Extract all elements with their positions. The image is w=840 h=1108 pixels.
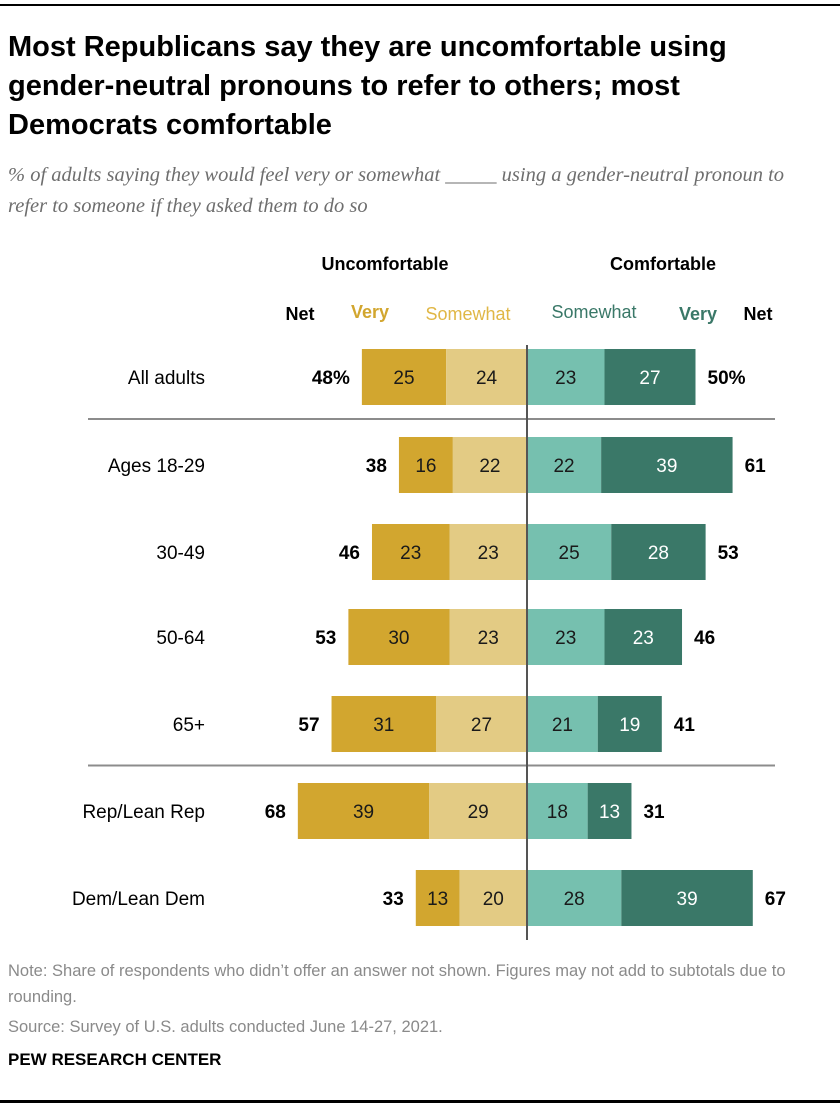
bar-unc-very (348, 609, 450, 665)
bar-value-label: 21 (552, 715, 573, 736)
colhead-left-somewhat: Somewhat (425, 304, 510, 324)
bar-unc-somewhat (449, 524, 527, 580)
bar-unc-very (361, 349, 447, 405)
bar-com-somewhat (527, 783, 588, 839)
bar-value-label: 20 (483, 889, 504, 910)
bar-value-label: 25 (393, 368, 414, 389)
bar-value-label: 39 (677, 889, 698, 910)
bar-value-label: 22 (479, 456, 500, 477)
bar-value-label: 27 (471, 715, 492, 736)
bar-com-somewhat (527, 609, 605, 665)
bar-value-label: 23 (555, 368, 576, 389)
category-label: 50-64 (156, 628, 205, 649)
bar-com-very (621, 870, 753, 926)
source: Source: Survey of U.S. adults conducted … (8, 1018, 443, 1036)
bar-com-somewhat (527, 696, 598, 752)
net-comfortable-label: 46 (694, 628, 715, 649)
category-label: Ages 18-29 (108, 456, 205, 477)
colhead-left-net: Net (285, 304, 314, 324)
bar-value-label: 28 (564, 889, 585, 910)
bar-value-label: 23 (478, 543, 499, 564)
bar-unc-somewhat (446, 349, 527, 405)
bar-unc-very (331, 696, 437, 752)
bottom-rule (0, 1100, 840, 1103)
bar-unc-somewhat (429, 783, 527, 839)
bar-unc-somewhat (452, 437, 527, 493)
net-comfortable-label: 67 (765, 889, 786, 910)
bar-com-somewhat (527, 870, 622, 926)
chart-title: Most Republicans say they are uncomforta… (8, 31, 727, 141)
bar-value-label: 23 (478, 628, 499, 649)
bar-value-label: 19 (619, 715, 640, 736)
bar-value-label: 39 (656, 456, 677, 477)
top-rule (0, 4, 840, 6)
category-label: All adults (128, 368, 205, 389)
bar-unc-very (398, 437, 453, 493)
bar-value-label: 13 (599, 802, 620, 823)
bar-value-label: 18 (547, 802, 568, 823)
colhead-left-very: Very (351, 302, 389, 322)
category-label: Rep/Lean Rep (82, 802, 205, 823)
bar-unc-very (371, 524, 450, 580)
brand-logo-text: PEW RESEARCH CENTER (8, 1050, 222, 1069)
colhead-right-somewhat: Somewhat (551, 302, 636, 322)
bar-unc-somewhat (459, 870, 527, 926)
bar-unc-somewhat (449, 609, 527, 665)
net-uncomfortable-label: 53 (315, 628, 336, 649)
bar-com-somewhat (527, 349, 605, 405)
bar-value-label: 22 (553, 456, 574, 477)
net-uncomfortable-label: 57 (298, 715, 319, 736)
net-uncomfortable-label: 48% (312, 368, 350, 389)
net-comfortable-label: 50% (708, 368, 746, 389)
bar-value-label: 13 (427, 889, 448, 910)
bar-value-label: 27 (639, 368, 660, 389)
bar-value-label: 28 (648, 543, 669, 564)
colhead-right-very: Very (679, 304, 717, 324)
net-uncomfortable-label: 38 (366, 456, 387, 477)
bar-value-label: 23 (633, 628, 654, 649)
category-label: 65+ (173, 715, 205, 736)
bar-value-label: 31 (373, 715, 394, 736)
bar-com-very (601, 437, 733, 493)
bar-value-label: 24 (476, 368, 498, 389)
bar-unc-very (297, 783, 430, 839)
bar-unc-very (415, 870, 460, 926)
bar-com-very (604, 609, 683, 665)
colhead-right-net: Net (743, 304, 772, 324)
bar-value-label: 29 (468, 802, 489, 823)
category-label: 30-49 (156, 543, 205, 564)
header-uncomfortable: Uncomfortable (321, 254, 448, 274)
bar-value-label: 23 (400, 543, 421, 564)
bar-com-very (597, 696, 662, 752)
bar-com-very (604, 349, 696, 405)
note: Note: Share of respondents who didn’t of… (8, 962, 786, 1006)
bar-com-very (587, 783, 632, 839)
chart-subtitle: % of adults saying they would feel very … (8, 164, 785, 217)
bar-value-label: 16 (415, 456, 436, 477)
bar-value-label: 23 (555, 628, 576, 649)
bar-com-somewhat (527, 524, 612, 580)
bar-com-somewhat (527, 437, 602, 493)
bar-value-label: 30 (388, 628, 409, 649)
net-uncomfortable-label: 68 (265, 802, 286, 823)
bar-com-very (611, 524, 706, 580)
net-comfortable-label: 41 (674, 715, 696, 736)
net-comfortable-label: 53 (718, 543, 739, 564)
net-uncomfortable-label: 46 (339, 543, 360, 564)
net-comfortable-label: 31 (643, 802, 665, 823)
bar-value-label: 25 (559, 543, 580, 564)
bar-unc-somewhat (436, 696, 527, 752)
category-label: Dem/Lean Dem (72, 889, 205, 910)
bar-value-label: 39 (353, 802, 374, 823)
net-uncomfortable-label: 33 (383, 889, 404, 910)
header-comfortable: Comfortable (610, 254, 716, 274)
net-comfortable-label: 61 (745, 456, 767, 477)
